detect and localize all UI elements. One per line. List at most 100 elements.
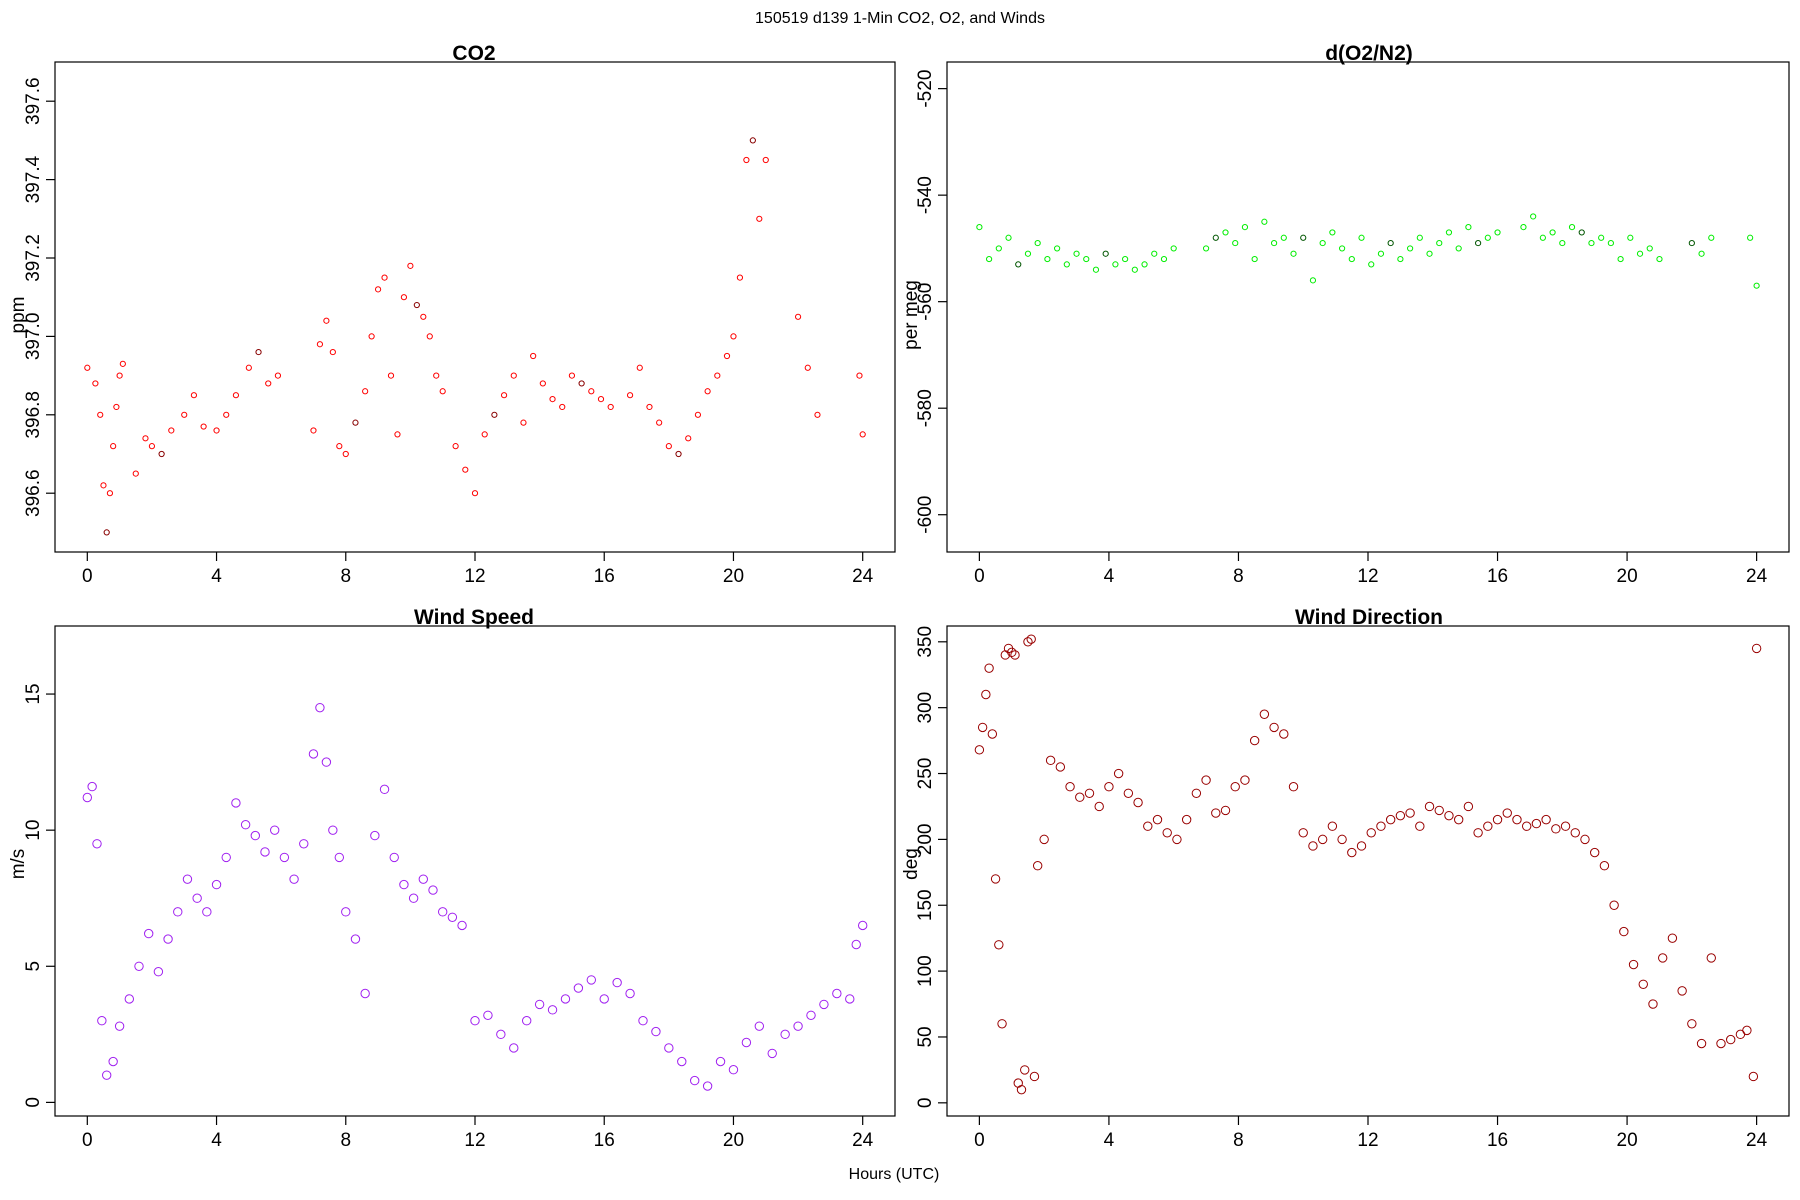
co2-data-point [462, 466, 469, 473]
wind-direction-data-point [1279, 729, 1289, 739]
wind-speed-data-point [754, 1021, 765, 1031]
o2n2-xtick-label: 4 [1104, 566, 1115, 587]
o2n2-data-point [1073, 250, 1080, 257]
co2-data-point [439, 388, 446, 395]
wind-direction-data-point [1259, 709, 1270, 719]
o2n2-data-point [1368, 261, 1375, 268]
wind-direction-data-point [1084, 788, 1095, 798]
co2-data-point [103, 529, 110, 536]
wind-direction-data-point [1020, 1065, 1030, 1075]
co2-data-point [84, 364, 91, 371]
wind-direction-data-point [1677, 986, 1687, 996]
wind-direction-data-point [987, 729, 998, 739]
o2n2-data-point [1549, 229, 1556, 236]
wind-speed-xtick-label: 8 [340, 1130, 351, 1151]
o2n2-plot-frame [946, 61, 1790, 553]
wind-direction-data-point [1220, 805, 1231, 816]
wind-speed-data-point [483, 1010, 493, 1020]
wind-speed-data-point [741, 1037, 752, 1048]
co2-data-point [736, 274, 744, 281]
o2n2-data-point [1160, 255, 1168, 263]
o2n2-data-point [1112, 261, 1119, 268]
co2-data-point [646, 403, 653, 411]
co2-data-point [400, 294, 408, 301]
wind-direction-data-point [1016, 1084, 1027, 1095]
wind-direction-data-point [1483, 821, 1493, 831]
co2-data-point [407, 262, 414, 269]
o2n2-data-point [1578, 229, 1585, 236]
o2n2-xtick-label: 20 [1617, 566, 1638, 587]
o2n2-data-point [1270, 239, 1278, 247]
wind-speed-data-point [780, 1029, 790, 1040]
co2-data-point [597, 396, 605, 403]
wind-direction-data-point [1152, 814, 1163, 825]
co2-xtick-label: 20 [723, 566, 744, 587]
wind-direction-data-point [1687, 1019, 1697, 1029]
o2n2-data-point [1627, 234, 1634, 241]
o2n2-data-point [1484, 234, 1491, 241]
panel-wind-speed: Wind Speed m/s [8, 606, 534, 879]
co2-points [84, 137, 866, 536]
co2-data-point [588, 388, 595, 395]
co2-xtick-label: 16 [594, 566, 615, 587]
wind-speed-data-point [638, 1016, 648, 1026]
o2n2-data-point [1747, 234, 1754, 241]
o2n2-data-point [986, 255, 993, 263]
panel-o2n2-ylabel: per meg [901, 280, 922, 350]
wind-direction-data-point [1172, 834, 1182, 845]
wind-direction-data-point [1434, 805, 1444, 816]
wind-direction-xtick-label: 8 [1233, 1130, 1244, 1151]
o2n2-data-point [1054, 245, 1061, 252]
wind-speed-data-point [389, 852, 399, 863]
co2-data-point [856, 372, 863, 379]
wind-speed-data-point [399, 879, 409, 890]
wind-direction-data-point [1029, 1071, 1040, 1082]
o2n2-xtick-label: 8 [1233, 566, 1244, 587]
co2-data-point [158, 450, 165, 458]
co2-data-point [181, 411, 188, 418]
o2n2-data-point [1063, 261, 1070, 268]
wind-direction-data-point [1075, 792, 1085, 802]
o2n2-data-point [1338, 245, 1346, 252]
wind-direction-data-point [1039, 834, 1049, 845]
plot-wind-speed: 0 4 8 12 16 20 24 0 5 10 15 [23, 625, 896, 1151]
figure-xlabel: Hours (UTC) [849, 1166, 940, 1183]
co2-data-point [368, 333, 375, 340]
co2-data-point [255, 348, 262, 356]
wind-speed-data-point [308, 749, 319, 759]
wind-speed-data-point [108, 1056, 118, 1067]
co2-data-point [723, 352, 731, 360]
co2-data-point [413, 301, 420, 309]
co2-data-point [316, 341, 324, 348]
wind-speed-data-point [806, 1010, 816, 1020]
co2-data-point [704, 388, 711, 395]
o2n2-data-point [1465, 224, 1472, 231]
wind-speed-ytick-label: 15 [23, 683, 44, 704]
plot-o2n2: 0 4 8 12 16 20 24 -600 -580 -560 -540 -520 [915, 61, 1790, 587]
wind-speed-data-point [341, 907, 351, 917]
wind-direction-data-point [994, 940, 1004, 950]
wind-speed-points [82, 702, 868, 1091]
wind-speed-xtick-label: 16 [594, 1130, 615, 1151]
co2-data-point [323, 317, 330, 324]
co2-data-point [804, 364, 811, 371]
o2n2-data-point [1202, 245, 1210, 252]
wind-speed-data-point [182, 874, 193, 884]
wind-direction-data-point [1337, 834, 1347, 845]
wind-direction-data-point [1240, 775, 1250, 785]
panel-wind-speed-ylabel: m/s [8, 849, 29, 880]
o2n2-ytick-label: -520 [915, 70, 936, 108]
co2-ytick-label: 397.4 [23, 155, 44, 203]
o2n2-xtick-label: 16 [1487, 566, 1508, 587]
wind-speed-data-point [651, 1026, 661, 1037]
wind-speed-data-point [269, 825, 280, 835]
wind-direction-data-point [1191, 788, 1202, 798]
wind-speed-data-point [350, 934, 361, 944]
o2n2-data-point [1568, 224, 1576, 231]
o2n2-data-point [1636, 250, 1644, 257]
wind-direction-data-point [1599, 861, 1610, 871]
wind-direction-ytick-label: 350 [915, 626, 936, 658]
co2-data-point [245, 364, 252, 371]
wind-direction-data-point [1424, 801, 1435, 812]
o2n2-data-point [1141, 261, 1148, 268]
